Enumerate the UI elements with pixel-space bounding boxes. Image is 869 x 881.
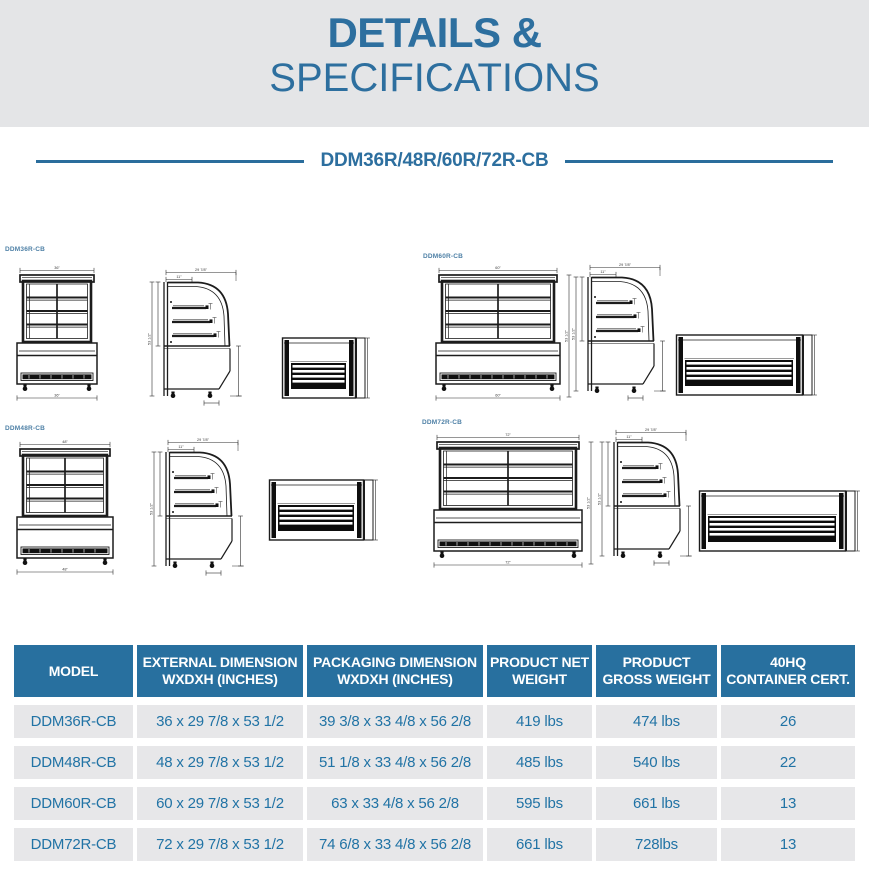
table-cell: 72 x 29 7/8 x 53 1/2 — [137, 828, 303, 861]
ddm36r-front-view-drawing: 36" 36" — [15, 266, 99, 402]
table-cell: 474 lbs — [596, 705, 717, 738]
ddm48r-front-view-drawing: 48" 48" — [15, 440, 115, 576]
ddm60r-side-view-drawing: 29 7/8" 11" 53 1/2" — [570, 263, 667, 405]
svg-text:11": 11" — [626, 435, 632, 439]
table-cell: 13 — [721, 787, 855, 820]
page-title: DETAILS & SPECIFICATIONS — [0, 9, 869, 101]
table-cell: 74 6/8 x 33 4/8 x 56 2/8 — [307, 828, 483, 861]
page-header: DETAILS & SPECIFICATIONS — [0, 0, 869, 127]
title-line-1: DETAILS & — [327, 9, 542, 56]
svg-text:48": 48" — [62, 440, 68, 444]
right-divider-line — [564, 159, 833, 163]
drawing-label-ddm36r-cb: DDM36R-CB — [5, 246, 46, 253]
column-header-2: PACKAGING DIMENSION WXDXH (INCHES) — [307, 645, 483, 697]
model-cell: DDM72R-CB — [14, 828, 133, 861]
ddm60r-rear-view-drawing — [675, 331, 817, 399]
ddm48r-rear-view-drawing — [268, 476, 378, 544]
table-cell: 485 lbs — [487, 746, 592, 779]
column-header-5: 40HQ CONTAINER CERT. — [721, 645, 855, 697]
drawing-label-ddm60r-cb: DDM60R-CB — [423, 253, 464, 260]
table-cell: 36 x 29 7/8 x 53 1/2 — [137, 705, 303, 738]
svg-text:72": 72" — [505, 433, 511, 437]
model-subtitle-row: DDM36R/48R/60R/72R-CB — [0, 146, 869, 176]
table-cell: 13 — [721, 828, 855, 861]
table-cell: 419 lbs — [487, 705, 592, 738]
table-cell: 661 lbs — [596, 787, 717, 820]
column-header-4: PRODUCT GROSS WEIGHT — [596, 645, 717, 697]
svg-text:60": 60" — [495, 394, 501, 398]
table-cell: 22 — [721, 746, 855, 779]
column-header-1: EXTERNAL DIMENSION WXDXH (INCHES) — [137, 645, 303, 697]
table-cell: 728lbs — [596, 828, 717, 861]
table-cell: 39 3/8 x 33 4/8 x 56 2/8 — [307, 705, 483, 738]
svg-text:53 1/2": 53 1/2" — [571, 327, 575, 340]
svg-text:29 7/8": 29 7/8" — [619, 263, 632, 267]
svg-text:60": 60" — [495, 266, 501, 270]
left-divider-line — [36, 159, 305, 163]
table-cell: 51 1/8 x 33 4/8 x 56 2/8 — [307, 746, 483, 779]
table-cell: 595 lbs — [487, 787, 592, 820]
ddm72r-rear-view-drawing — [698, 487, 860, 555]
model-series-title: DDM36R/48R/60R/72R-CB — [320, 150, 549, 171]
column-header-0: MODEL — [14, 645, 133, 697]
svg-text:29 7/8": 29 7/8" — [195, 268, 208, 272]
svg-text:72": 72" — [505, 561, 511, 565]
svg-text:11": 11" — [178, 445, 184, 449]
svg-text:29 7/8": 29 7/8" — [197, 438, 210, 442]
table-cell: 26 — [721, 705, 855, 738]
model-cell: DDM60R-CB — [14, 787, 133, 820]
svg-text:53 1/2": 53 1/2" — [564, 329, 568, 342]
svg-text:11": 11" — [176, 275, 182, 279]
specifications-table: MODEL EXTERNAL DIMENSION WXDXH (INCHES) PA… — [14, 645, 855, 861]
svg-text:29 7/8": 29 7/8" — [645, 428, 658, 432]
svg-text:53 1/2": 53 1/2" — [586, 496, 590, 509]
model-cell: DDM36R-CB — [14, 705, 133, 738]
ddm60r-front-view-drawing: 60" 60" 53 1/2" — [434, 266, 574, 402]
svg-text:53 1/2": 53 1/2" — [147, 332, 151, 345]
ddm36r-rear-view-drawing — [281, 334, 370, 402]
model-cell: DDM48R-CB — [14, 746, 133, 779]
svg-text:53 1/2": 53 1/2" — [597, 492, 601, 505]
ddm72r-side-view-drawing: 29 7/8" 11" 53 1/2" — [596, 428, 693, 570]
svg-text:36": 36" — [54, 266, 60, 270]
svg-text:53 1/2": 53 1/2" — [149, 502, 153, 515]
ddm36r-side-view-drawing: 29 7/8" 11" 53 1/2" — [146, 268, 243, 410]
ddm72r-front-view-drawing: 72" 72" 53 1/2" — [432, 433, 596, 569]
svg-text:36": 36" — [54, 394, 60, 398]
svg-text:48": 48" — [62, 568, 68, 572]
drawing-label-ddm72r-cb: DDM72R-CB — [422, 419, 463, 426]
table-cell: 661 lbs — [487, 828, 592, 861]
drawing-label-ddm48r-cb: DDM48R-CB — [5, 425, 46, 432]
ddm48r-side-view-drawing: 29 7/8" 11" 53 1/2" — [148, 438, 245, 580]
table-cell: 63 x 33 4/8 x 56 2/8 — [307, 787, 483, 820]
title-line-2: SPECIFICATIONS — [269, 56, 600, 100]
table-cell: 60 x 29 7/8 x 53 1/2 — [137, 787, 303, 820]
column-header-3: PRODUCT NET WEIGHT — [487, 645, 592, 697]
table-cell: 48 x 29 7/8 x 53 1/2 — [137, 746, 303, 779]
table-cell: 540 lbs — [596, 746, 717, 779]
svg-text:11": 11" — [600, 270, 606, 274]
